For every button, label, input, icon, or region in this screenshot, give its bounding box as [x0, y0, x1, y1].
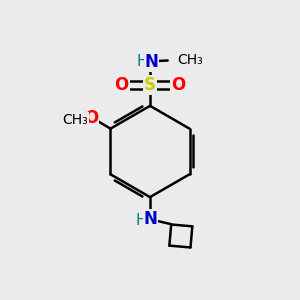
- Text: CH₃: CH₃: [62, 113, 88, 127]
- Text: H: H: [135, 213, 147, 228]
- Text: H: H: [136, 54, 148, 69]
- Text: CH₃: CH₃: [177, 53, 203, 67]
- Text: O: O: [115, 76, 129, 94]
- Text: S: S: [144, 76, 156, 94]
- Text: N: N: [144, 210, 158, 228]
- Text: O: O: [171, 76, 185, 94]
- Text: O: O: [84, 109, 98, 127]
- Text: N: N: [145, 53, 158, 71]
